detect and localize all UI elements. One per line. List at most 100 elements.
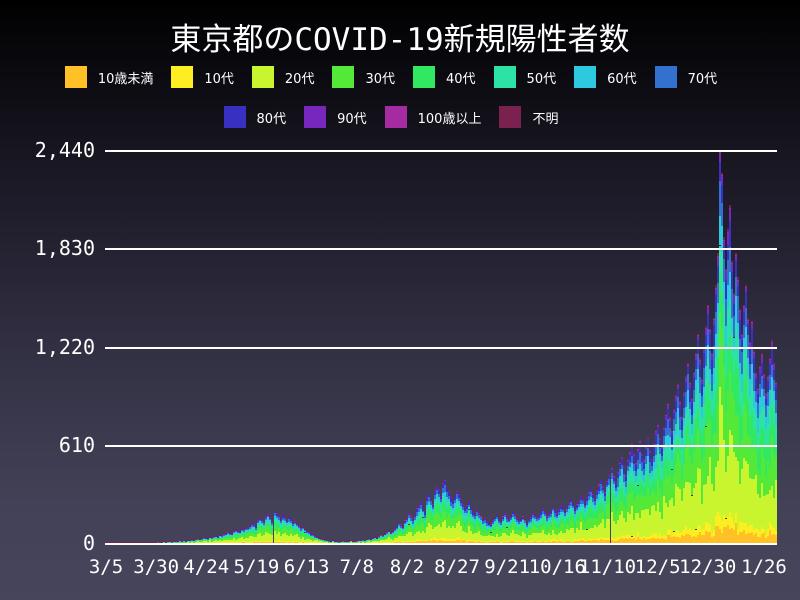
bar-column [466, 504, 469, 543]
bar-segment [437, 523, 440, 539]
legend-item[interactable]: 70代 [654, 66, 717, 88]
bar-segment [305, 532, 308, 534]
bar-segment [341, 542, 344, 543]
bar-segment [466, 541, 469, 543]
bar-segment [546, 540, 549, 542]
bar-segment [301, 542, 304, 543]
bar-column [279, 517, 282, 543]
bar-segment [245, 534, 248, 539]
bar-segment [570, 499, 573, 500]
bar-segment [538, 542, 541, 543]
bar-segment [255, 541, 258, 543]
bar-segment [448, 541, 451, 543]
bar-segment [181, 542, 184, 543]
bar-segment [454, 510, 457, 518]
bar-segment [514, 519, 517, 522]
bar-segment [239, 533, 242, 535]
bar-segment [686, 367, 689, 374]
bar-segment [552, 539, 555, 541]
legend-item[interactable]: 不明 [499, 106, 558, 128]
bar-segment [413, 519, 416, 522]
bar-column [175, 540, 178, 543]
bar-segment [297, 529, 300, 532]
bar-segment [263, 521, 266, 524]
bar-column [411, 518, 414, 543]
bar-segment [225, 534, 228, 535]
bar-segment [401, 542, 404, 543]
bar-segment [215, 538, 218, 539]
legend-item[interactable]: 60代 [574, 66, 637, 88]
bar-segment [303, 531, 306, 533]
bar-segment [317, 540, 320, 543]
legend-item[interactable]: 50代 [493, 66, 556, 88]
bar-segment [411, 541, 414, 543]
bar-segment [407, 531, 410, 541]
bar-segment [367, 539, 370, 541]
bar-segment [456, 493, 459, 500]
bar-segment [562, 541, 565, 543]
legend-item[interactable]: 40代 [413, 66, 476, 88]
bar-segment [203, 541, 206, 543]
legend-item[interactable]: 30代 [332, 66, 395, 88]
bar-column [452, 499, 455, 543]
bar-segment [413, 521, 416, 525]
bar-segment [518, 541, 521, 543]
bar-segment [425, 513, 428, 518]
bar-segment [542, 507, 545, 509]
bar-segment [504, 540, 507, 543]
bar-segment [496, 526, 499, 535]
bar-segment [261, 530, 264, 537]
bar-segment [275, 540, 278, 542]
bar-segment [750, 321, 753, 323]
bar-segment [612, 477, 615, 481]
bar-segment [448, 496, 451, 500]
legend-item[interactable]: 10歳未満 [64, 66, 153, 88]
bar-segment [464, 540, 467, 543]
bar-segment [387, 533, 390, 535]
bar-segment [231, 535, 234, 537]
legend-label: 20代 [284, 71, 315, 87]
bar-segment [500, 541, 503, 543]
bar-segment [458, 493, 461, 494]
bar-segment [482, 524, 485, 526]
bar-segment [227, 533, 230, 535]
bar-segment [462, 510, 465, 514]
bar-segment [478, 531, 481, 541]
bar-segment [301, 528, 304, 530]
bar-segment [435, 499, 438, 504]
bar-segment [233, 532, 236, 534]
bar-segment [385, 535, 388, 538]
bar-segment [456, 489, 459, 491]
bar-segment [251, 522, 254, 523]
bar-segment [720, 184, 723, 203]
bar-segment [407, 512, 410, 514]
bar-segment [321, 541, 324, 543]
bar-segment [297, 528, 300, 530]
bar-segment [383, 535, 386, 537]
bar-segment [197, 541, 200, 543]
legend-item[interactable]: 90代 [304, 106, 367, 128]
bar-column [167, 540, 170, 543]
bar-segment [494, 523, 497, 526]
bar-segment [550, 516, 553, 519]
legend-item[interactable]: 20代 [251, 66, 315, 88]
bar-segment [564, 515, 567, 519]
bar-segment [417, 541, 420, 543]
legend-item[interactable]: 80代 [223, 106, 286, 128]
legend-item[interactable]: 10代 [171, 66, 234, 88]
bar-segment [297, 525, 300, 528]
bar-segment [225, 534, 228, 536]
bar-column [492, 519, 495, 543]
bar-segment [243, 532, 246, 535]
bar-segment [429, 507, 432, 513]
bar-segment [442, 495, 444, 503]
bar-segment [381, 538, 384, 540]
bar-segment [231, 535, 234, 536]
bar-segment [439, 502, 442, 505]
bar-segment [550, 522, 553, 528]
legend-item[interactable]: 100歳以上 [384, 106, 481, 128]
bar-segment [259, 533, 262, 541]
bar-segment [754, 374, 757, 380]
bar-segment [247, 534, 250, 538]
bar-segment [269, 529, 272, 535]
